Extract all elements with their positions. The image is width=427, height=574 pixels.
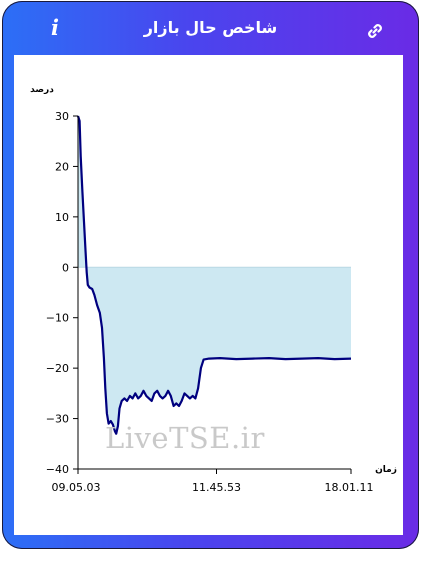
watermark-text: LiveTSE.ir xyxy=(105,421,265,455)
y-tick-label: −30 xyxy=(46,413,69,426)
series-area xyxy=(78,116,351,434)
y-tick-label: −20 xyxy=(46,362,69,375)
x-axis-title: زمان xyxy=(375,465,397,475)
series-line xyxy=(76,115,352,435)
y-tick-label: 0 xyxy=(62,261,69,274)
y-tick-label: 10 xyxy=(55,211,69,224)
info-icon[interactable]: i xyxy=(51,15,59,40)
app-frame: i شاخص حال بازار درصد زمان 30 20 10 0 −10 −20… xyxy=(2,1,419,549)
header-bar: i شاخص حال بازار xyxy=(2,1,419,55)
y-tick-label: 20 xyxy=(55,160,69,173)
y-axis-title: درصد xyxy=(30,85,54,95)
x-tick-label: 09.05.03 xyxy=(52,481,101,494)
y-tick-label: 30 xyxy=(55,110,69,123)
link-icon[interactable] xyxy=(365,21,385,41)
y-tick-label: −10 xyxy=(46,312,69,325)
market-index-chart: درصد زمان 30 20 10 0 −10 −20 −30 −40 09.05.03 11… xyxy=(30,85,397,494)
x-tick-label: 18.01.11 xyxy=(325,481,374,494)
page-title: شاخص حال بازار xyxy=(143,18,278,37)
chart-panel: درصد زمان 30 20 10 0 −10 −20 −30 −40 09.05.03 11… xyxy=(14,55,403,535)
y-tick-label: −40 xyxy=(46,463,69,476)
x-tick-label: 11.45.53 xyxy=(192,481,241,494)
